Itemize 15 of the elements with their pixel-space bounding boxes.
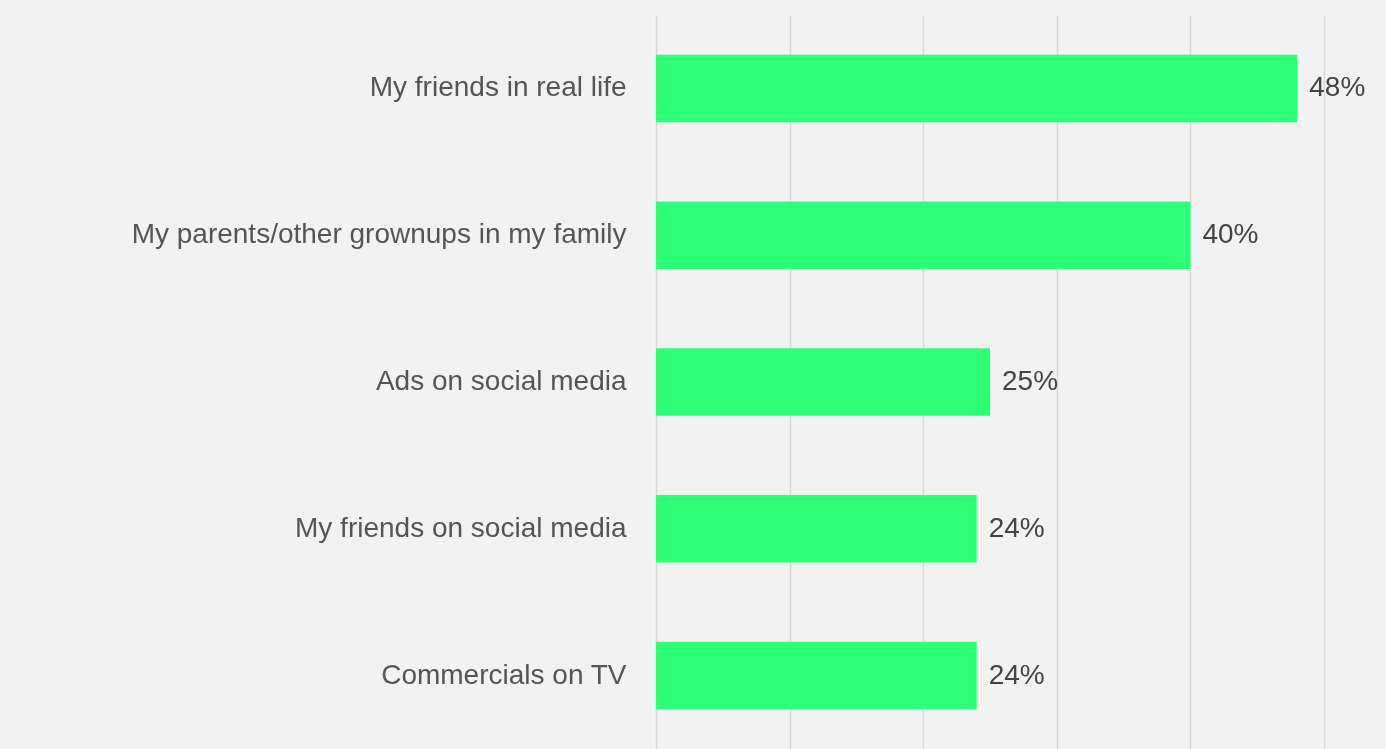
- data-label: 40%: [1202, 218, 1259, 250]
- y-tick-label: Ads on social media: [375, 365, 627, 396]
- y-tick-label: My friends on social media: [295, 511, 627, 543]
- bar: [656, 54, 1298, 123]
- data-label: 25%: [1002, 365, 1059, 396]
- y-tick-label: My parents/other grownups in my family: [131, 218, 627, 250]
- bar: [656, 495, 977, 563]
- y-tick-label: Commercials on TV: [381, 658, 627, 690]
- data-label: 48%: [1309, 71, 1366, 103]
- y-tick-label: My friends in real life: [369, 71, 627, 103]
- bar: [656, 201, 1191, 269]
- bar: [656, 348, 990, 416]
- data-label: 24%: [988, 511, 1045, 543]
- bar: [656, 641, 977, 710]
- data-label: 24%: [988, 658, 1045, 690]
